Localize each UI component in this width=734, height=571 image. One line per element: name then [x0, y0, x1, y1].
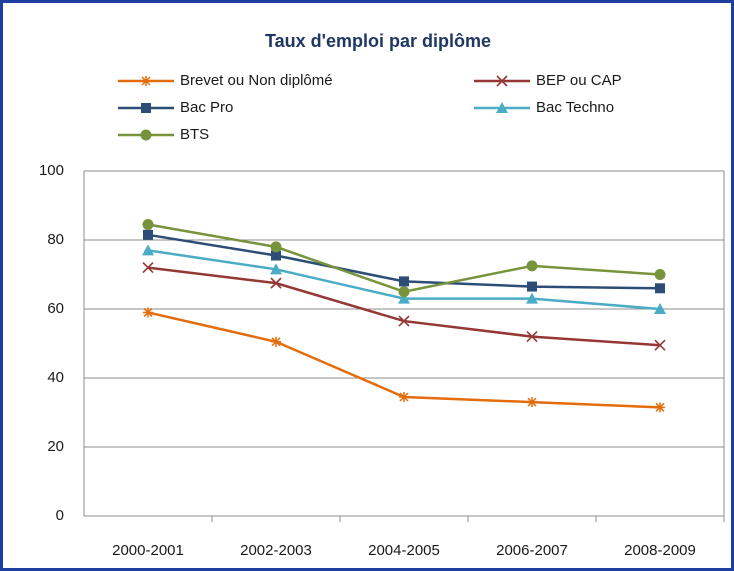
y-tick-label: 20 [47, 438, 64, 455]
marker [527, 397, 537, 408]
marker [398, 286, 410, 298]
marker [654, 303, 666, 314]
marker [271, 250, 281, 261]
legend-label: BEP ou CAP [536, 72, 622, 89]
marker [271, 336, 281, 347]
legend-label: Brevet ou Non diplômé [180, 72, 333, 89]
marker [143, 229, 153, 240]
legend-marker [141, 76, 151, 86]
y-tick-label: 100 [39, 162, 64, 179]
x-tick-label: 2008-2009 [624, 542, 696, 559]
marker [526, 292, 538, 304]
marker [270, 241, 282, 253]
x-tick-label: 2000-2001 [112, 542, 184, 559]
marker [526, 260, 538, 272]
y-tick-label: 80 [47, 231, 64, 248]
marker [143, 307, 153, 318]
legend-label: Bac Pro [180, 99, 233, 116]
marker [142, 262, 154, 274]
marker [655, 283, 665, 294]
legend-label: Bac Techno [536, 99, 614, 116]
marker [270, 263, 282, 275]
marker [398, 292, 410, 304]
chart-title: Taux d'emploi par diplôme [265, 31, 491, 51]
legend-marker [141, 103, 151, 113]
marker [142, 218, 154, 230]
marker [655, 402, 665, 413]
marker [527, 281, 537, 292]
y-tick-label: 0 [56, 507, 64, 524]
y-tick-label: 40 [47, 369, 64, 386]
marker [398, 315, 410, 327]
y-tick-label: 60 [47, 300, 64, 317]
x-tick-label: 2006-2007 [496, 542, 568, 559]
marker [526, 331, 538, 343]
x-tick-label: 2002-2003 [240, 542, 312, 559]
marker [399, 276, 409, 287]
legend-label: BTS [180, 126, 209, 143]
marker [654, 339, 666, 351]
legend-marker [140, 129, 152, 141]
marker [142, 244, 154, 256]
marker [654, 269, 666, 280]
marker [399, 391, 409, 402]
x-tick-label: 2004-2005 [368, 542, 440, 559]
legend-marker [496, 75, 508, 87]
legend-marker [496, 102, 508, 113]
marker [270, 277, 282, 289]
